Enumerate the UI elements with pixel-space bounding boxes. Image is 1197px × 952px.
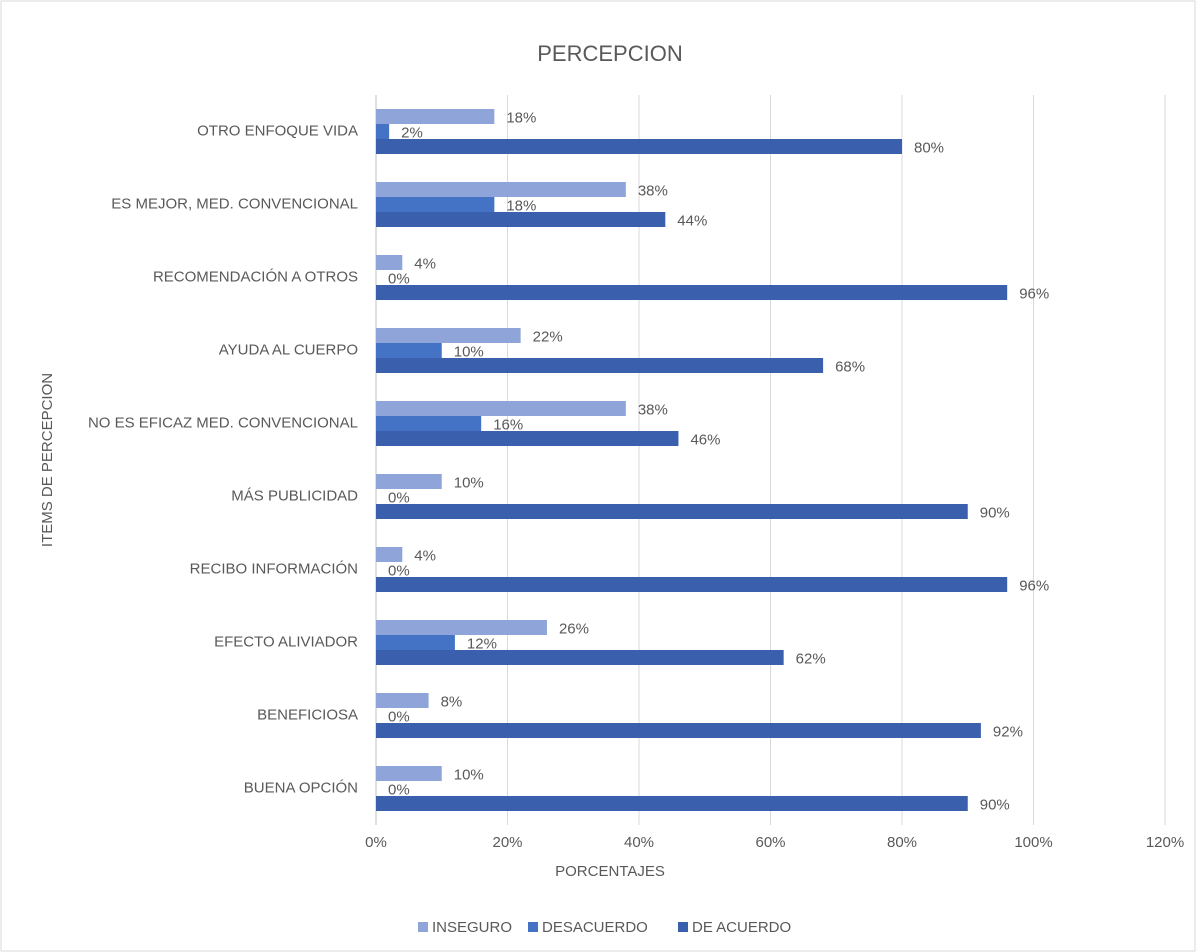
data-label: 92% — [993, 723, 1023, 740]
data-label: 96% — [1019, 285, 1049, 302]
data-label: 12% — [467, 635, 497, 652]
bar — [376, 124, 390, 139]
x-tick-label: 100% — [1014, 834, 1052, 851]
data-label: 0% — [388, 270, 410, 287]
data-label: 10% — [454, 766, 484, 783]
y-tick-label: ES MEJOR, MED. CONVENCIONAL — [111, 195, 358, 212]
data-label: 44% — [677, 212, 707, 229]
bar — [376, 504, 968, 519]
bar — [376, 255, 403, 270]
bar — [376, 723, 981, 738]
bar — [376, 416, 482, 431]
bar — [376, 401, 626, 416]
legend-label: DE ACUERDO — [692, 919, 791, 936]
bar — [376, 547, 403, 562]
legend-swatch — [418, 922, 428, 932]
data-label: 10% — [454, 343, 484, 360]
bar — [376, 139, 902, 154]
x-tick-label: 80% — [887, 834, 917, 851]
x-tick-label: 120% — [1146, 834, 1184, 851]
bar — [376, 474, 442, 489]
x-axis-label: PORCENTAJES — [555, 863, 665, 880]
bar — [376, 577, 1008, 592]
data-label: 8% — [441, 693, 463, 710]
bar — [376, 285, 1008, 300]
data-label: 0% — [388, 489, 410, 506]
bar — [376, 182, 626, 197]
y-tick-label: EFECTO ALIVIADOR — [214, 633, 358, 650]
bar — [376, 766, 442, 781]
data-label: 16% — [493, 416, 523, 433]
data-label: 90% — [980, 796, 1010, 813]
y-tick-label: BUENA OPCIÓN — [244, 779, 358, 796]
data-label: 4% — [414, 547, 436, 564]
data-label: 0% — [388, 562, 410, 579]
bar — [376, 431, 679, 446]
bar — [376, 109, 495, 124]
bar — [376, 358, 824, 373]
bar — [376, 650, 784, 665]
x-tick-label: 20% — [492, 834, 522, 851]
data-label: 22% — [533, 328, 563, 345]
bar — [376, 328, 521, 343]
data-label: 18% — [506, 197, 536, 214]
data-label: 26% — [559, 620, 589, 637]
y-tick-label: BENEFICIOSA — [257, 706, 358, 723]
data-label: 96% — [1019, 577, 1049, 594]
y-tick-label: RECOMENDACIÓN A OTROS — [153, 268, 358, 285]
legend-label: INSEGURO — [432, 919, 512, 936]
data-label: 38% — [638, 182, 668, 199]
bar — [376, 796, 968, 811]
data-label: 18% — [506, 109, 536, 126]
y-tick-label: RECIBO INFORMACIÓN — [190, 560, 358, 577]
y-tick-label: AYUDA AL CUERPO — [219, 341, 358, 358]
legend-label: DESACUERDO — [542, 919, 648, 936]
data-label: 0% — [388, 708, 410, 725]
bar — [376, 693, 429, 708]
data-label: 68% — [835, 358, 865, 375]
chart-title: PERCEPCION — [537, 41, 682, 66]
data-label: 2% — [401, 124, 423, 141]
data-label: 38% — [638, 401, 668, 418]
y-tick-label: NO ES EFICAZ MED. CONVENCIONAL — [88, 414, 358, 431]
bar — [376, 620, 547, 635]
bar — [376, 635, 455, 650]
data-label: 4% — [414, 255, 436, 272]
y-axis-label: ITEMS DE PERCEPCION — [39, 373, 56, 547]
x-tick-label: 0% — [365, 834, 387, 851]
bar — [376, 212, 666, 227]
y-tick-label: MÁS PUBLICIDAD — [231, 487, 358, 504]
legend-swatch — [528, 922, 538, 932]
data-label: 62% — [796, 650, 826, 667]
legend-swatch — [678, 922, 688, 932]
bar — [376, 343, 442, 358]
data-label: 46% — [690, 431, 720, 448]
data-label: 10% — [454, 474, 484, 491]
bar — [376, 197, 495, 212]
x-tick-label: 40% — [624, 834, 654, 851]
data-label: 80% — [914, 139, 944, 156]
x-tick-label: 60% — [755, 834, 785, 851]
y-tick-label: OTRO ENFOQUE VIDA — [197, 122, 358, 139]
data-label: 0% — [388, 781, 410, 798]
data-label: 90% — [980, 504, 1010, 521]
